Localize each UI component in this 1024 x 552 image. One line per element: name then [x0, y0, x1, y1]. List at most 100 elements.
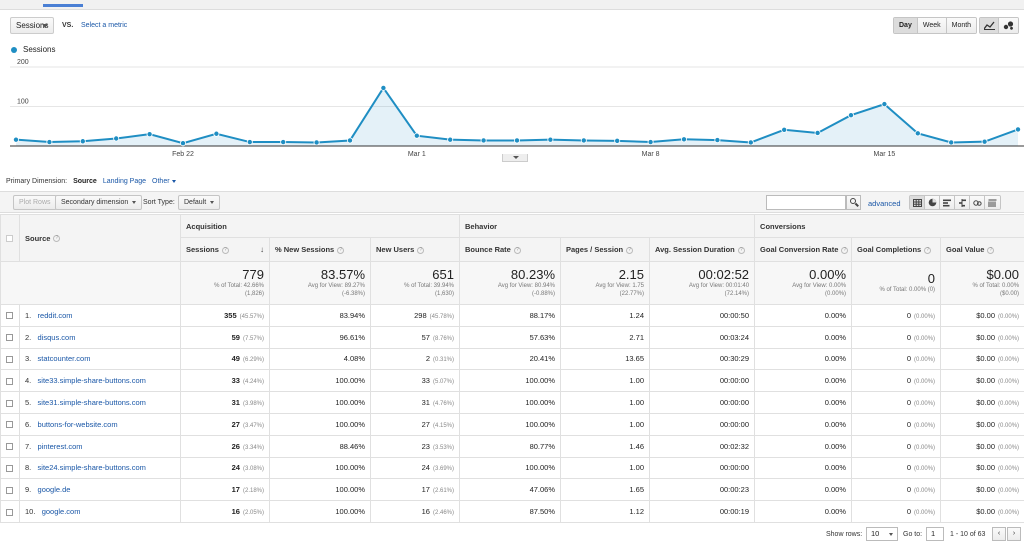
- comparison-view-icon[interactable]: [955, 196, 970, 209]
- help-icon[interactable]: ?: [841, 246, 849, 254]
- row-checkbox[interactable]: [6, 508, 13, 516]
- data-point: [12, 136, 19, 143]
- source-link[interactable]: pinterest.com: [37, 441, 83, 451]
- term-cloud-view-icon[interactable]: [970, 196, 985, 209]
- column-header-pages-session[interactable]: Pages / Session?: [560, 237, 650, 262]
- row-checkbox[interactable]: [6, 334, 13, 342]
- source-link[interactable]: disqus.com: [37, 332, 76, 342]
- data-table-view-icon[interactable]: [910, 196, 925, 209]
- bounce-rate-cell: 100.00%: [459, 369, 561, 393]
- goal-completions-percent: (0.00%): [914, 510, 936, 517]
- data-point: [681, 136, 688, 143]
- source-link[interactable]: google.de: [37, 485, 71, 495]
- goal-completions-value: 0: [906, 376, 912, 386]
- column-header-bounce-rate[interactable]: Bounce Rate?: [459, 237, 561, 262]
- new-users-cell: 298 (45.78%): [370, 304, 460, 327]
- search-button[interactable]: [846, 195, 861, 210]
- help-icon[interactable]: ?: [737, 246, 745, 254]
- table-row: 9. google.de 17 (2.18%) 100.00% 17 (2.61%) 47.…: [0, 478, 1024, 502]
- column-header-avg-duration[interactable]: Avg. Session Duration?: [648, 237, 756, 262]
- goal-value-value: $0.00: [976, 310, 996, 320]
- column-header-label: Goal Conversion Rate: [760, 245, 839, 254]
- dimension-landing-page[interactable]: Landing Page: [102, 178, 147, 185]
- goal-conversion-rate-cell: 0.00%: [754, 456, 853, 480]
- source-link[interactable]: google.com: [41, 507, 81, 517]
- goal-value-cell: $0.00 (0.00%): [940, 391, 1024, 414]
- new-users-percent: (4.15%): [432, 422, 454, 429]
- table-row: 6. buttons-for-website.com 27 (3.47%) 100.0…: [0, 412, 1024, 436]
- source-link[interactable]: buttons-for-website.com: [37, 419, 118, 429]
- dimension-source[interactable]: Source: [73, 178, 97, 185]
- sessions-value: 355: [224, 310, 237, 320]
- secondary-dimension-select[interactable]: Secondary dimension: [55, 195, 143, 210]
- row-checkbox[interactable]: [6, 356, 13, 363]
- pages-session-cell: 1.46: [560, 434, 650, 458]
- source-link[interactable]: site31.simple-share-buttons.com: [37, 398, 146, 408]
- pivot-view-icon[interactable]: [985, 196, 1000, 209]
- data-point: [981, 138, 988, 145]
- dimension-other[interactable]: Other: [152, 178, 176, 185]
- table-row: 10. google.com 16 (2.05%) 100.00% 16 (2.46%) 8…: [0, 500, 1024, 523]
- help-icon[interactable]: ?: [53, 235, 61, 243]
- new-users-cell: 33 (5.07%): [370, 369, 460, 393]
- column-header-goal-completions[interactable]: Goal Completions?: [851, 237, 942, 262]
- goto-input[interactable]: 1: [926, 527, 944, 541]
- advanced-filter-link[interactable]: advanced: [868, 199, 901, 208]
- sort-type-select[interactable]: Default: [178, 195, 221, 210]
- row-checkbox[interactable]: [6, 312, 13, 320]
- column-header-new-sessions[interactable]: % New Sessions?: [269, 237, 371, 262]
- row-checkbox[interactable]: [6, 464, 13, 472]
- row-checkbox[interactable]: [6, 421, 13, 429]
- source-link[interactable]: site33.simple-share-buttons.com: [37, 376, 146, 386]
- help-icon[interactable]: ?: [513, 246, 521, 254]
- data-point: [914, 130, 921, 137]
- row-checkbox[interactable]: [6, 399, 13, 407]
- day-button[interactable]: Day: [894, 18, 918, 33]
- data-point: [647, 139, 654, 146]
- row-select-cell: [0, 391, 20, 414]
- show-rows-value: 10: [871, 529, 880, 538]
- help-icon[interactable]: ?: [221, 246, 229, 254]
- new-users-percent: (0.31%): [432, 357, 454, 364]
- row-rank: 2.: [25, 332, 32, 342]
- table-search-input[interactable]: [766, 195, 846, 210]
- pages-session-cell: 1.00: [560, 456, 650, 480]
- help-icon[interactable]: ?: [417, 246, 425, 254]
- bounce-rate-cell: 100.00%: [459, 391, 561, 414]
- motion-chart-icon[interactable]: [999, 18, 1018, 33]
- help-icon[interactable]: ?: [924, 246, 932, 254]
- row-checkbox[interactable]: [6, 486, 13, 494]
- total-cell: 779% of Total: 42.66% (1,826): [180, 261, 270, 305]
- line-chart-icon[interactable]: [980, 18, 999, 33]
- row-checkbox[interactable]: [6, 443, 13, 451]
- goal-conversion-rate-cell: 0.00%: [754, 434, 853, 458]
- chart-collapse-handle[interactable]: [502, 154, 528, 162]
- help-icon[interactable]: ?: [626, 246, 634, 254]
- week-button[interactable]: Week: [917, 18, 947, 33]
- performance-view-icon[interactable]: [940, 196, 955, 209]
- source-column-header[interactable]: Source?: [19, 214, 181, 262]
- pie-chart-view-icon[interactable]: [925, 196, 940, 209]
- help-icon[interactable]: ?: [337, 246, 345, 254]
- new-users-value: 27: [421, 419, 430, 429]
- select-metric-link[interactable]: Select a metric: [81, 22, 128, 29]
- select-all-checkbox[interactable]: [6, 235, 13, 243]
- source-link[interactable]: statcounter.com: [37, 354, 91, 364]
- month-button[interactable]: Month: [946, 18, 977, 33]
- show-rows-select[interactable]: 10: [866, 527, 898, 541]
- plot-rows-button[interactable]: Plot Rows: [13, 195, 57, 210]
- next-page-button[interactable]: ›: [1007, 527, 1021, 541]
- source-link[interactable]: site24.simple-share-buttons.com: [37, 463, 146, 473]
- goal-completions-value: 0: [906, 485, 912, 495]
- column-header-goal-conversion-rate[interactable]: Goal Conversion Rate?: [754, 237, 853, 262]
- help-icon[interactable]: ?: [987, 246, 995, 254]
- row-checkbox[interactable]: [6, 377, 13, 385]
- source-link[interactable]: reddit.com: [37, 310, 73, 320]
- prev-page-button[interactable]: ‹: [992, 527, 1006, 541]
- column-header-label: Avg. Session Duration: [655, 245, 735, 254]
- sessions-percent: (45.57%): [239, 313, 264, 320]
- column-header-sessions[interactable]: Sessions? ↓: [180, 237, 270, 262]
- column-header-goal-value[interactable]: Goal Value?: [940, 237, 1024, 262]
- column-header-new-users[interactable]: New Users?: [370, 237, 460, 262]
- metric-select[interactable]: Sessions: [10, 17, 54, 34]
